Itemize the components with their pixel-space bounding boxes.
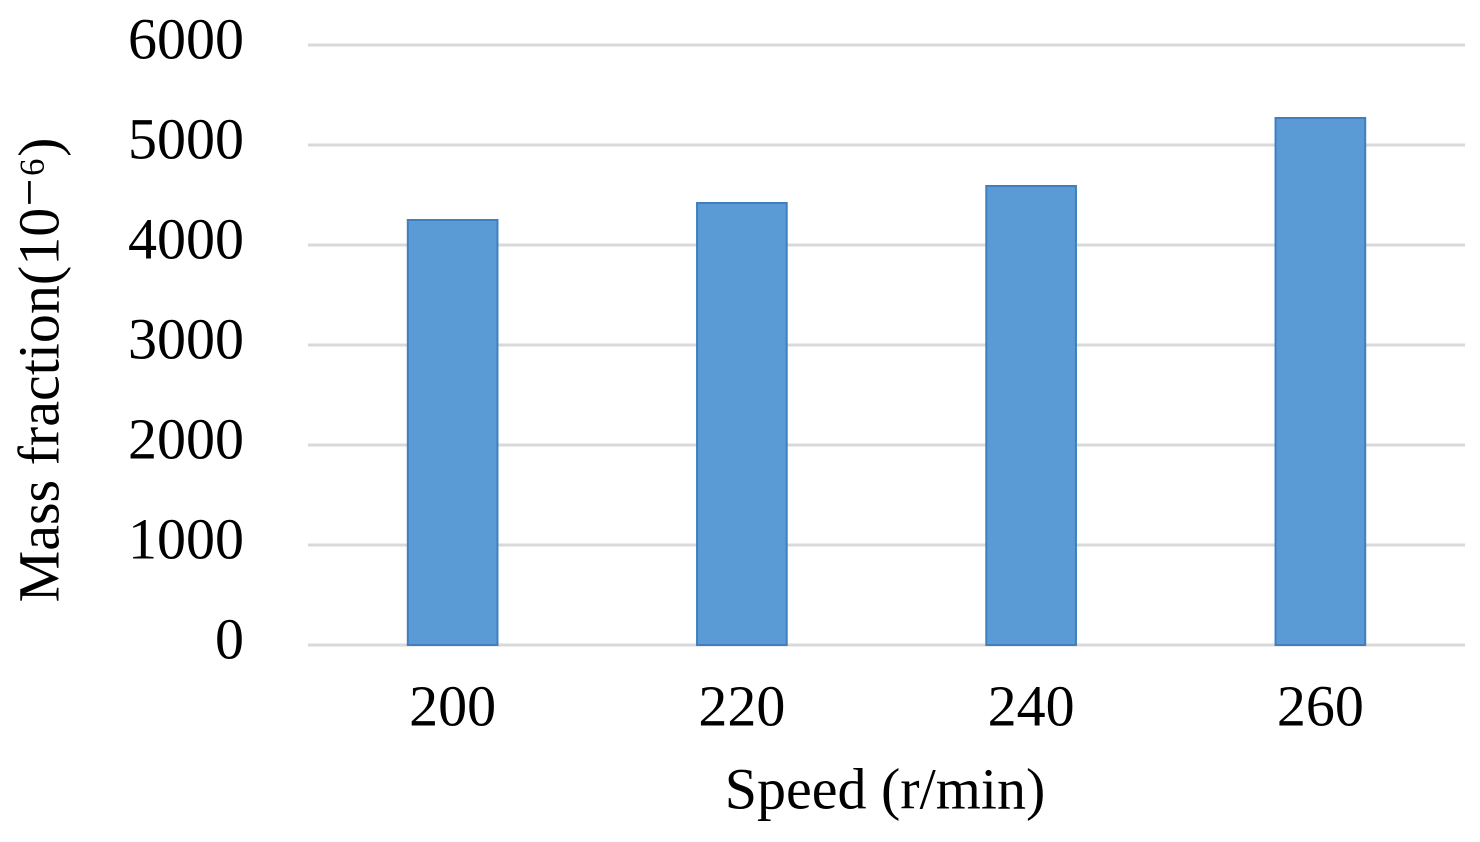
x-tick-label: 200 [409, 673, 496, 738]
y-tick-label: 4000 [128, 206, 244, 271]
y-tick-label: 5000 [128, 106, 244, 171]
y-axis-label: Mass fraction(10⁻⁶) [6, 138, 71, 603]
bar [985, 185, 1077, 646]
x-tick-label: 240 [988, 673, 1075, 738]
bar [1274, 117, 1367, 646]
y-tick-label: 2000 [128, 406, 244, 471]
x-tick-label: 260 [1277, 673, 1364, 738]
y-tick-label: 3000 [128, 306, 244, 371]
x-tick-label: 220 [698, 673, 785, 738]
y-tick-label: 0 [215, 606, 244, 671]
bar [696, 202, 788, 646]
x-axis-label: Speed (r/min) [725, 756, 1046, 821]
y-tick-label: 6000 [128, 6, 244, 71]
y-tick-label: 1000 [128, 506, 244, 571]
bar [406, 219, 499, 646]
